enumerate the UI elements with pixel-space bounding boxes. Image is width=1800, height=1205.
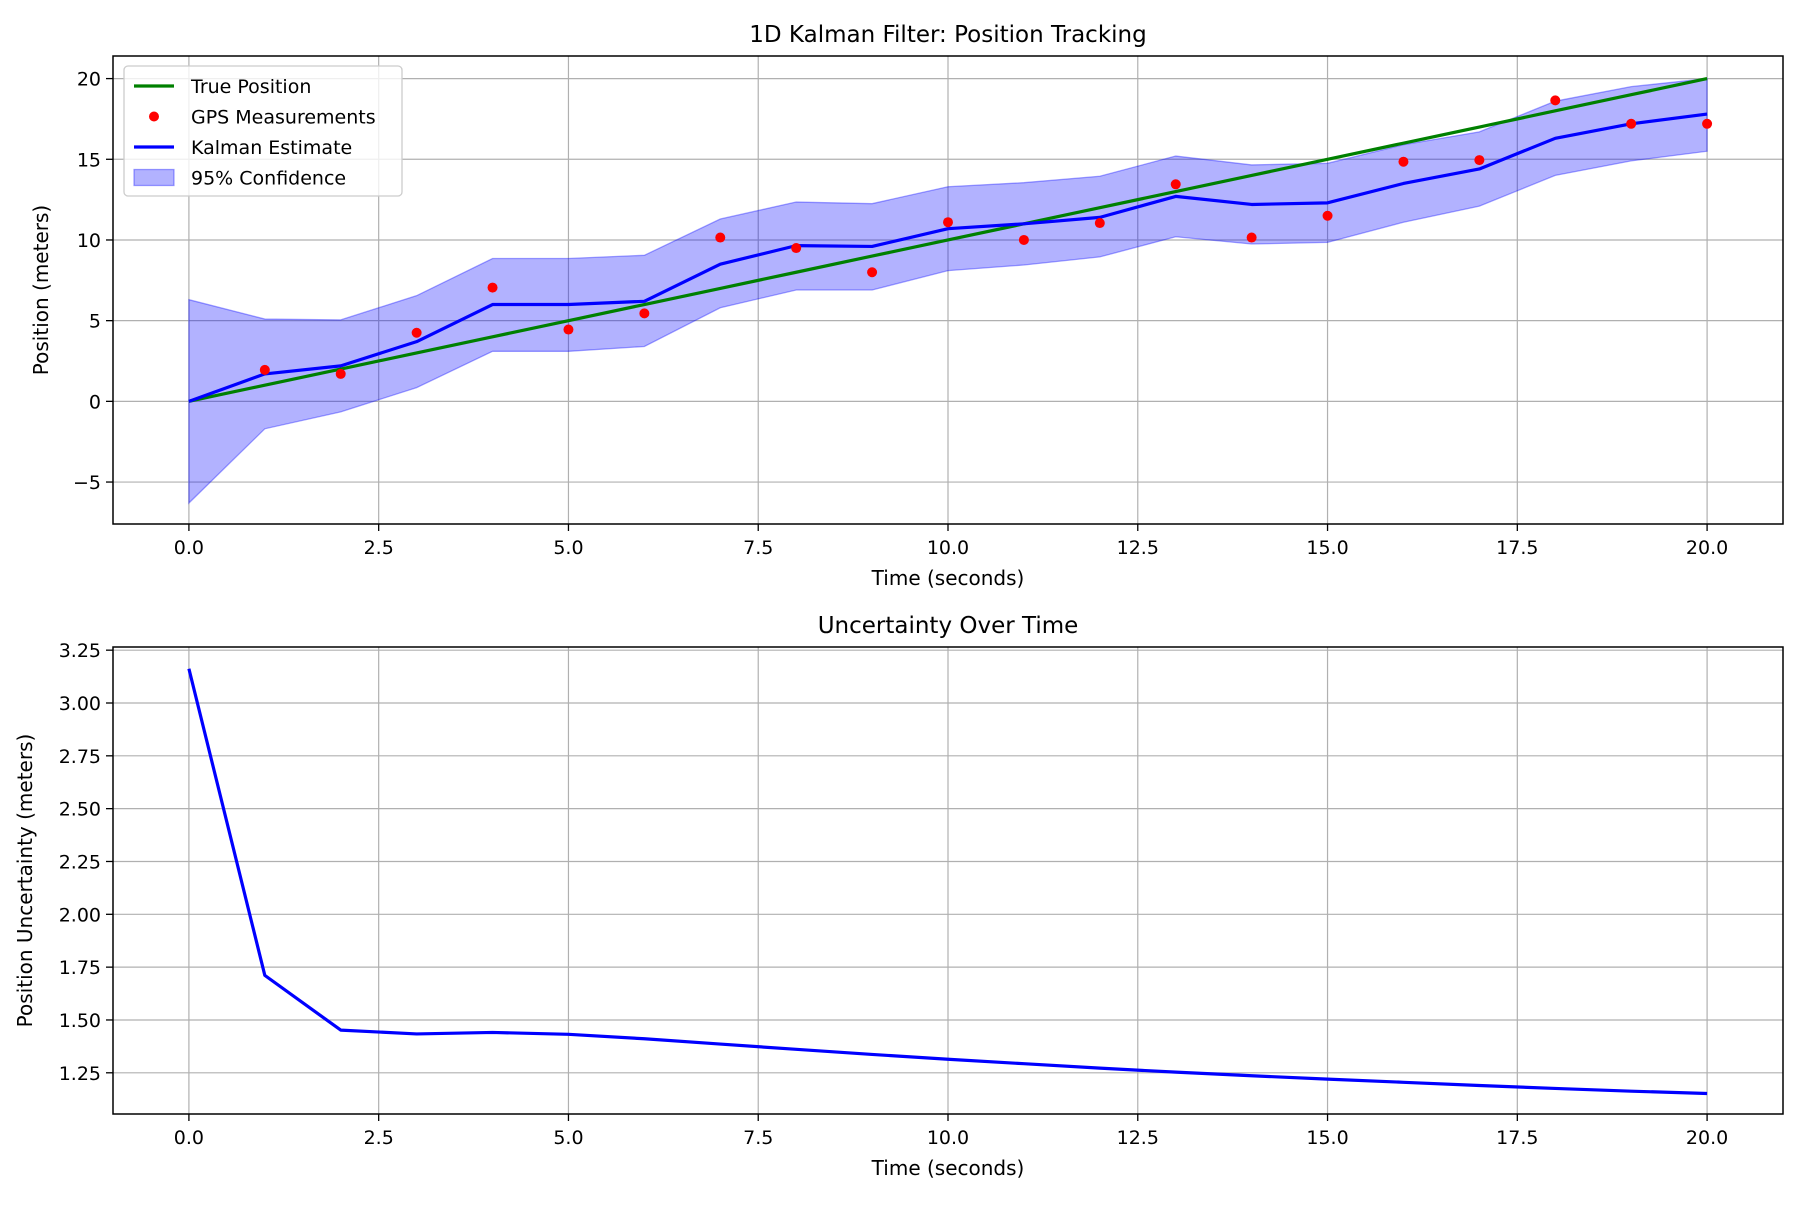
x-tick-label: 20.0 [1686,537,1728,559]
legend-label-95-confidence: 95% Confidence [191,168,346,190]
x-tick-label: 17.5 [1496,537,1538,559]
y-axis-label: Position Uncertainty (meters) [13,734,37,1028]
uncertainty-chart: 0.0 2.5 5.0 7.5 10.0 12.5 15.0 17.5 20.0 1.25 1.50… [13,613,1784,1180]
gps-point [1626,118,1637,129]
gps-point [791,243,802,254]
y-tick-label: 1.50 [59,1010,101,1032]
series-layer [188,77,1713,505]
y-tick-label: 1.75 [59,957,101,979]
x-tick-label: 7.5 [743,1127,773,1149]
chart-title: 1D Kalman Filter: Position Tracking [749,22,1146,48]
legend-label-true-position: True Position [190,76,311,98]
x-tick-label: 17.5 [1496,1127,1538,1149]
x-tick-label: 12.5 [1117,537,1159,559]
y-tick-label: 15 [77,149,101,171]
gps-point [1550,95,1561,106]
gps-point [1094,218,1105,229]
series-layer [187,668,1708,1096]
line-position-uncertainty [187,668,1708,1096]
gps-point [1398,156,1409,167]
y-tick-label: 3.25 [59,640,101,662]
x-tick-label: 15.0 [1306,1127,1348,1149]
line-kalman-estimate [188,112,1708,403]
x-tick-label: 2.5 [364,537,394,559]
gps-point [1246,232,1257,243]
gps-point [1474,155,1485,166]
x-tick-label: 12.5 [1117,1127,1159,1149]
gps-point [943,217,953,228]
x-tick-label: 20.0 [1686,1127,1728,1149]
position-tracking-chart: 0.0 2.5 5.0 7.5 10.0 12.5 15.0 17.5 20.0 −5 0 5 10 15… [29,22,1784,590]
y-tick-label: 2.00 [59,904,101,926]
x-tick-label: 2.5 [364,1127,394,1149]
gps-point [1170,179,1181,190]
x-tick-label: 10.0 [927,1127,969,1149]
y-tick-label: 2.50 [59,799,101,821]
chart-title: Uncertainty Over Time [818,613,1079,639]
gps-point [487,282,498,293]
x-axis-label: Time (seconds) [871,566,1025,590]
gps-point [259,364,270,375]
legend-label-gps-measurements: GPS Measurements [191,107,376,129]
confidence-band [188,77,1708,505]
x-tick-label: 10.0 [927,537,969,559]
y-tick-label: 5 [89,311,101,333]
gps-point [563,324,574,335]
x-tick-label: 5.0 [553,1127,583,1149]
y-tick-label: 0 [89,391,101,413]
y-tick-label: 10 [77,230,101,252]
gps-point [1702,118,1713,129]
legend-swatch-gps-measurements [149,111,159,122]
y-tick-label: 2.25 [59,851,101,873]
x-tick-label: 7.5 [743,537,773,559]
y-tick-label: −5 [73,472,101,494]
legend-box [123,65,403,197]
gps-point [1018,234,1029,245]
gps-point [335,368,346,379]
y-tick-label: 1.25 [59,1063,101,1085]
y-axis-label: Position (meters) [29,205,53,375]
gps-point [1322,210,1333,221]
y-tick-label: 20 [77,69,101,91]
x-tick-label: 15.0 [1306,537,1348,559]
line-true-position [188,77,1708,403]
x-tick-label: 5.0 [553,537,583,559]
x-axis-label: Time (seconds) [871,1156,1025,1180]
x-tick-label: 0.0 [174,1127,204,1149]
grid [113,647,1783,1114]
gps-point [411,327,422,338]
y-tick-label: 3.00 [59,693,101,715]
x-tick-label: 0.0 [174,537,204,559]
y-tick-label: 2.75 [59,746,101,768]
ticks: 0.0 2.5 5.0 7.5 10.0 12.5 15.0 17.5 20.0 −5 0 5 10 15… [73,69,1728,559]
gps-point [715,232,726,243]
gps-point [639,308,650,319]
legend-swatch-95-confidence [133,168,175,187]
legend: True Position GPS Measurements Kalman Esti… [123,65,403,197]
ticks: 0.0 2.5 5.0 7.5 10.0 12.5 15.0 17.5 20.0 1.25 1.50… [59,640,1729,1149]
gps-point [867,267,878,278]
legend-label-kalman-estimate: Kalman Estimate [191,137,352,159]
